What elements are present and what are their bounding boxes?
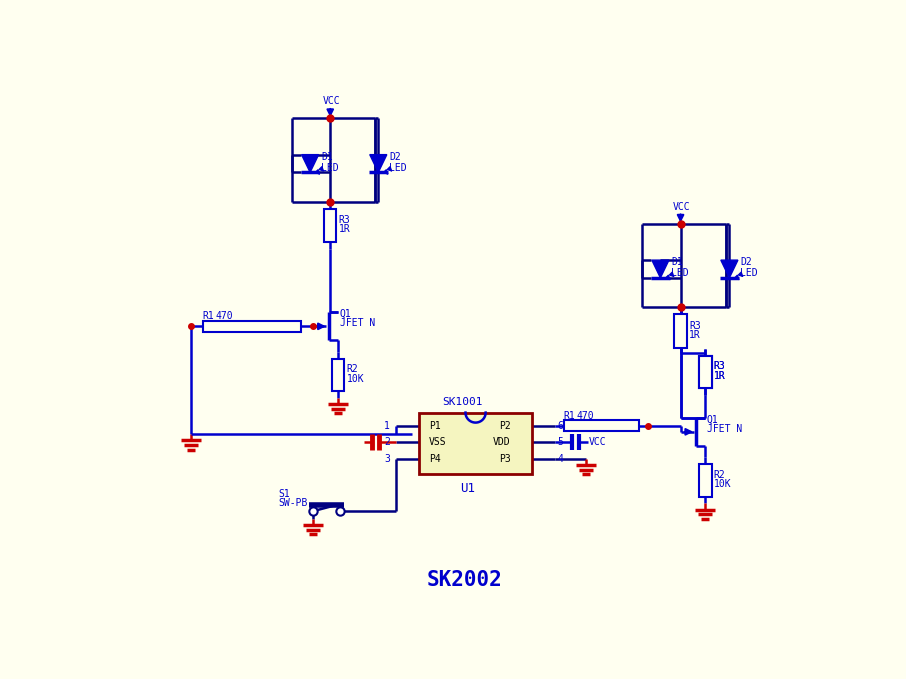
- Text: 1R: 1R: [339, 224, 351, 234]
- Text: P4: P4: [429, 454, 440, 464]
- Bar: [419, 413, 532, 474]
- Text: LED: LED: [740, 268, 757, 278]
- Polygon shape: [652, 260, 669, 278]
- Bar: [203, 321, 301, 332]
- Text: R1: R1: [202, 312, 214, 321]
- Text: 6: 6: [557, 421, 564, 430]
- Text: S1: S1: [278, 489, 290, 499]
- Bar: [324, 208, 336, 242]
- Text: D1: D1: [321, 152, 333, 162]
- Text: VCC: VCC: [323, 96, 340, 107]
- Bar: [674, 314, 687, 348]
- Text: Q1: Q1: [340, 309, 352, 319]
- Text: R3: R3: [714, 361, 726, 371]
- Text: VDD: VDD: [493, 437, 511, 447]
- Text: 1R: 1R: [714, 371, 726, 381]
- Text: 1: 1: [384, 421, 390, 430]
- Text: R2: R2: [714, 470, 726, 480]
- Text: 2: 2: [384, 437, 390, 447]
- Bar: [699, 356, 711, 388]
- Text: LED: LED: [390, 163, 407, 172]
- Text: LED: LED: [321, 163, 339, 172]
- Text: D1: D1: [671, 257, 683, 268]
- Text: 470: 470: [577, 411, 594, 421]
- Text: 470: 470: [216, 312, 233, 321]
- Text: 1R: 1R: [714, 371, 726, 381]
- Text: SK2002: SK2002: [427, 570, 502, 591]
- Text: JFET N: JFET N: [707, 424, 742, 434]
- Text: SK1001: SK1001: [443, 397, 483, 407]
- Text: VSS: VSS: [429, 437, 447, 447]
- Bar: [564, 420, 639, 431]
- Bar: [699, 464, 711, 496]
- Text: VCC: VCC: [589, 437, 607, 447]
- Text: R3: R3: [339, 215, 351, 225]
- Text: 4: 4: [557, 454, 564, 464]
- Text: P2: P2: [499, 421, 511, 430]
- Text: R1: R1: [564, 411, 575, 421]
- Text: R3: R3: [714, 361, 726, 371]
- Text: SW-PB: SW-PB: [278, 498, 308, 509]
- Polygon shape: [721, 260, 737, 278]
- Polygon shape: [302, 155, 319, 172]
- Text: D2: D2: [740, 257, 752, 268]
- Text: 10K: 10K: [714, 479, 731, 489]
- Text: 5: 5: [557, 437, 564, 447]
- Text: 3: 3: [384, 454, 390, 464]
- Bar: [332, 359, 344, 391]
- Text: Q1: Q1: [707, 414, 718, 424]
- Bar: [699, 356, 711, 388]
- Text: D2: D2: [390, 152, 400, 162]
- Text: R2: R2: [346, 365, 358, 374]
- Text: 10K: 10K: [346, 373, 364, 384]
- Text: P1: P1: [429, 421, 440, 430]
- Text: VCC: VCC: [673, 202, 690, 212]
- Text: P3: P3: [499, 454, 511, 464]
- Text: LED: LED: [671, 268, 689, 278]
- Text: JFET N: JFET N: [340, 318, 375, 328]
- Text: U1: U1: [459, 481, 475, 494]
- Text: R3: R3: [689, 320, 701, 331]
- Polygon shape: [370, 155, 387, 172]
- Text: 1R: 1R: [689, 330, 701, 340]
